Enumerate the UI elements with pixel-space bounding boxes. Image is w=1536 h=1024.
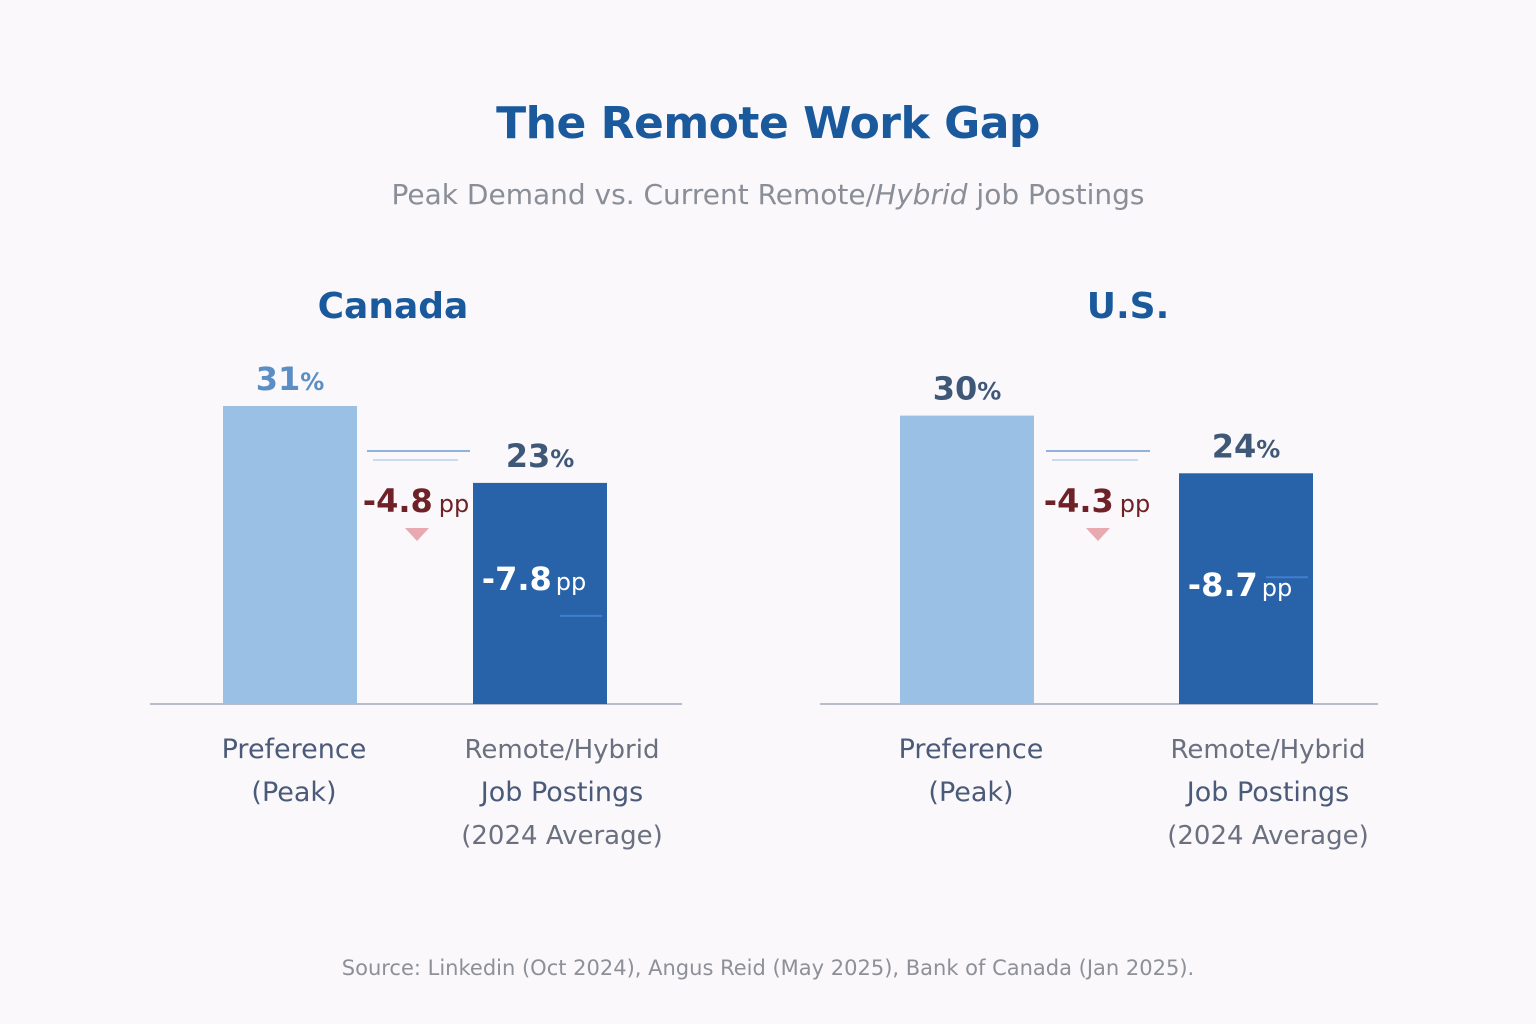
chart-canada: Canada 31% Preference (Peak) 23% Remote/Hybri… — [150, 286, 682, 851]
inbar-unit: pp — [1262, 574, 1292, 602]
bar-value-label: 31% — [256, 360, 325, 398]
category-label-line: (2024 Average) — [461, 821, 663, 851]
category-label-line: Remote/Hybrid — [465, 735, 660, 765]
down-arrow-icon — [405, 528, 429, 541]
gap-unit: pp — [1120, 490, 1150, 518]
bar-preference — [223, 406, 357, 704]
source-note: Source: Linkedin (Oct 2024), Angus Reid … — [341, 956, 1195, 980]
inbar-label: -8.7 pp — [1188, 566, 1292, 604]
bar-job-postings — [1179, 473, 1313, 704]
chart-subtitle: Peak Demand vs. Current Remote/Hybrid jo… — [0, 178, 1536, 211]
inbar-unit: pp — [556, 568, 586, 596]
gap-value: -4.8 — [363, 482, 433, 520]
chart-title: The Remote Work Gap — [496, 98, 1040, 149]
category-label-line: Preference — [222, 734, 367, 765]
category-label-line: Remote/Hybrid — [1171, 735, 1366, 765]
down-arrow-icon — [1086, 528, 1110, 541]
bar-value-label: 24% — [1212, 427, 1281, 465]
bar-value-label: 23% — [506, 437, 575, 475]
bar-value-number: 24 — [1212, 427, 1257, 465]
category-label-line: Job Postings — [479, 777, 644, 808]
country-title: Canada — [318, 286, 469, 327]
category-label-line: Preference — [899, 734, 1044, 765]
bar-value-unit: % — [300, 368, 324, 396]
gap-label: -4.8 pp — [363, 482, 469, 520]
bar-value-number: 30 — [933, 370, 978, 408]
bar-preference — [900, 415, 1034, 704]
chart-us: U.S. 30% Preference (Peak) 24% Remote/Hybrid J… — [820, 286, 1378, 851]
category-label-line: (2024 Average) — [1167, 821, 1369, 851]
inbar-label: -7.8 pp — [482, 560, 586, 598]
gap-unit: pp — [439, 490, 469, 518]
subtitle-suffix: job Postings — [967, 178, 1145, 211]
bar-job-postings — [473, 482, 607, 704]
country-title: U.S. — [1087, 286, 1170, 327]
subtitle-prefix: Peak Demand vs. Current Remote/ — [391, 178, 876, 211]
subtitle-italic: Hybrid — [875, 178, 968, 211]
bar-value-unit: % — [550, 445, 574, 473]
category-label-line: Job Postings — [1185, 777, 1350, 808]
bar-value-label: 30% — [933, 370, 1002, 408]
category-label-line: (Peak) — [928, 777, 1013, 808]
gap-value: -4.3 — [1044, 482, 1114, 520]
bar-value-number: 23 — [506, 437, 551, 475]
inbar-value: -7.8 — [482, 560, 552, 598]
bar-value-unit: % — [1256, 435, 1280, 463]
bar-value-unit: % — [977, 378, 1001, 406]
category-label-line: (Peak) — [251, 777, 336, 808]
inbar-value: -8.7 — [1188, 566, 1258, 604]
bar-value-number: 31 — [256, 360, 301, 398]
gap-label: -4.3 pp — [1044, 482, 1150, 520]
